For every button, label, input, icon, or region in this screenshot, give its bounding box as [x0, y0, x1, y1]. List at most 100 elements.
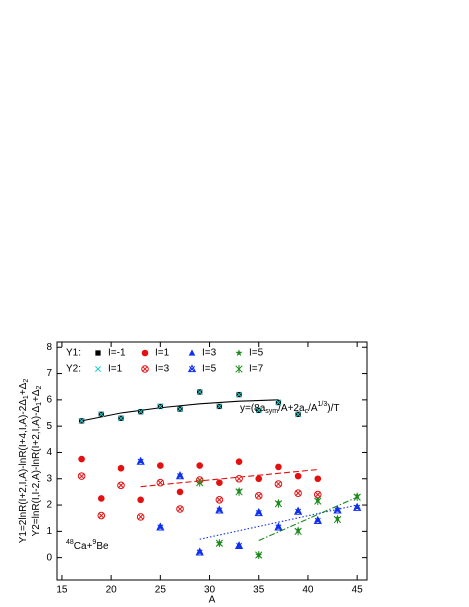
point: [333, 505, 342, 514]
marker-part: [295, 411, 302, 418]
legend-marker: [95, 350, 101, 356]
y-tick-label: 4: [46, 447, 52, 458]
marker-part: [295, 508, 302, 515]
x-tick-label: 15: [56, 585, 68, 596]
point: [136, 513, 145, 521]
point: [236, 391, 243, 398]
point: [196, 478, 204, 487]
point: [255, 475, 263, 483]
y-axis-label: Y1=2lnR(I+2,I,A)-lnR(I+4,I,A)-2Δ1+Δ2: [18, 379, 31, 544]
text-part: Be: [96, 541, 109, 552]
marker-part: [196, 549, 203, 556]
marker-part: [117, 464, 125, 472]
marker-part: [157, 462, 164, 469]
point: [117, 415, 124, 422]
marker-part: [353, 502, 362, 511]
point: [156, 522, 165, 531]
marker-part: [235, 458, 243, 465]
fit-line: [199, 504, 358, 540]
legend-label: I=3: [202, 348, 217, 359]
point: [294, 472, 302, 480]
legend-marker: [235, 349, 243, 357]
text-part: /A+2a: [278, 403, 305, 414]
marker-part: [95, 350, 101, 356]
marker-part: [235, 349, 243, 357]
point: [117, 481, 125, 490]
point: [314, 475, 322, 483]
legend-group-label: Y1:: [66, 348, 81, 359]
marker-part: [255, 509, 262, 516]
marker-part: [254, 508, 263, 517]
marker-part: [216, 497, 223, 503]
marker-part: [333, 505, 342, 514]
point: [313, 490, 322, 499]
x-tick-label: 45: [352, 585, 364, 596]
marker-part: [118, 482, 124, 488]
marker-part: [215, 505, 224, 514]
marker-part: [274, 522, 283, 531]
text-part: /A: [308, 403, 318, 414]
marker-part: [315, 491, 321, 498]
point: [98, 411, 105, 418]
marker-part: [216, 479, 223, 486]
text-part: sym: [265, 408, 278, 415]
marker-part: [188, 349, 196, 356]
legend-label: I=5: [249, 348, 264, 359]
point: [313, 516, 322, 524]
point: [177, 406, 184, 413]
point: [216, 403, 223, 410]
point: [254, 508, 263, 517]
marker-part: [196, 388, 203, 395]
fit-line: [258, 496, 358, 542]
point: [77, 472, 86, 480]
point: [157, 462, 164, 469]
marker-part: [236, 542, 243, 549]
point: [353, 502, 362, 511]
y-tick-label: 8: [46, 342, 52, 353]
point: [78, 455, 85, 463]
marker-part: [314, 517, 321, 524]
legend-group-label: Y2:: [66, 364, 81, 375]
point: [294, 527, 302, 536]
marker-part: [142, 366, 148, 372]
marker-part: [255, 475, 263, 483]
marker-part: [294, 472, 302, 480]
legend-marker: [95, 366, 101, 372]
marker-part: [189, 366, 195, 372]
marker-part: [177, 506, 183, 512]
marker-part: [157, 480, 163, 486]
legend-marker: [141, 349, 149, 357]
point: [78, 417, 85, 424]
x-axis-label: A: [209, 595, 216, 606]
marker-part: [137, 496, 144, 504]
point: [156, 478, 165, 487]
x-tick-label: 20: [106, 585, 118, 596]
legend-label: I=5: [202, 364, 217, 375]
marker-part: [137, 458, 144, 465]
point: [175, 471, 185, 480]
y-tick-label: 5: [46, 421, 52, 432]
point: [97, 511, 106, 520]
point: [137, 408, 144, 415]
point: [235, 458, 243, 465]
point: [294, 489, 302, 498]
fit-formula: y=(8asym/A+2ac/A1/3)/T: [240, 401, 339, 415]
point: [157, 403, 164, 410]
point: [255, 407, 262, 414]
point: [333, 515, 342, 524]
marker-part: [136, 456, 145, 465]
marker-part: [195, 547, 204, 556]
marker-part: [176, 488, 184, 496]
text-part: 2: [23, 379, 30, 383]
point: [353, 493, 361, 502]
marker-part: [137, 514, 144, 520]
marker-part: [157, 524, 164, 531]
text-part: 1: [23, 395, 30, 399]
marker-part: [177, 406, 184, 413]
marker-part: [234, 541, 244, 549]
reaction-label: 48Ca+9Be: [66, 539, 109, 551]
point: [215, 505, 224, 514]
legend-label: I=-1: [108, 348, 126, 359]
text-part: 9: [92, 539, 96, 546]
